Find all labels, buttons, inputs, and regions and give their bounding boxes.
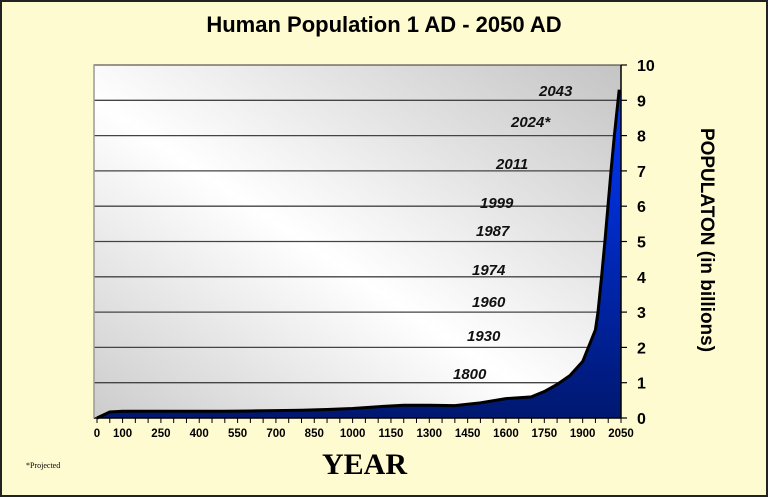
milestone-label: 2024* — [510, 114, 551, 131]
x-tick-label: 850 — [305, 428, 324, 440]
x-tick-label: 2050 — [608, 428, 634, 440]
y-tick-label: 9 — [637, 93, 646, 110]
x-tick-label: 0 — [94, 428, 100, 440]
milestone-label: 1987 — [476, 223, 510, 240]
x-tick-label: 1600 — [493, 428, 519, 440]
x-tick-label: 700 — [266, 428, 285, 440]
x-tick-label: 550 — [228, 428, 247, 440]
x-tick-label: 1000 — [340, 428, 366, 440]
x-tick-label: 1450 — [455, 428, 481, 440]
x-axis-label: YEAR — [322, 448, 408, 481]
milestone-label: 1930 — [467, 328, 501, 345]
milestone-label: 2043 — [538, 83, 573, 100]
y-tick-label: 10 — [637, 58, 655, 75]
milestone-label: 1974 — [472, 262, 506, 279]
y-tick-label: 3 — [637, 305, 646, 322]
y-tick-label: 5 — [637, 235, 646, 252]
y-tick-label: 0 — [637, 411, 646, 428]
x-tick-label: 1900 — [570, 428, 596, 440]
chart-title: Human Population 1 AD - 2050 AD — [206, 12, 562, 37]
x-tick-label: 1150 — [378, 428, 403, 440]
y-tick-label: 8 — [637, 129, 646, 146]
milestone-label: 1800 — [453, 366, 487, 383]
x-tick-label: 100 — [113, 428, 132, 440]
y-tick-label: 6 — [637, 199, 646, 216]
x-tick-label: 1750 — [532, 428, 558, 440]
y-tick-label: 1 — [637, 376, 646, 393]
y-tick-label: 2 — [637, 340, 646, 357]
footnote: *Projected — [26, 461, 61, 470]
milestone-label: 1999 — [480, 195, 514, 212]
x-tick-label: 400 — [190, 428, 209, 440]
x-tick-label: 1300 — [416, 428, 442, 440]
x-tick-label: 250 — [151, 428, 170, 440]
milestone-label: 2011 — [495, 156, 528, 173]
y-axis-label: POPULATON (in billions) — [696, 127, 717, 353]
y-tick-label: 7 — [637, 164, 646, 181]
y-tick-label: 4 — [637, 270, 646, 287]
milestone-label: 1960 — [472, 294, 506, 311]
